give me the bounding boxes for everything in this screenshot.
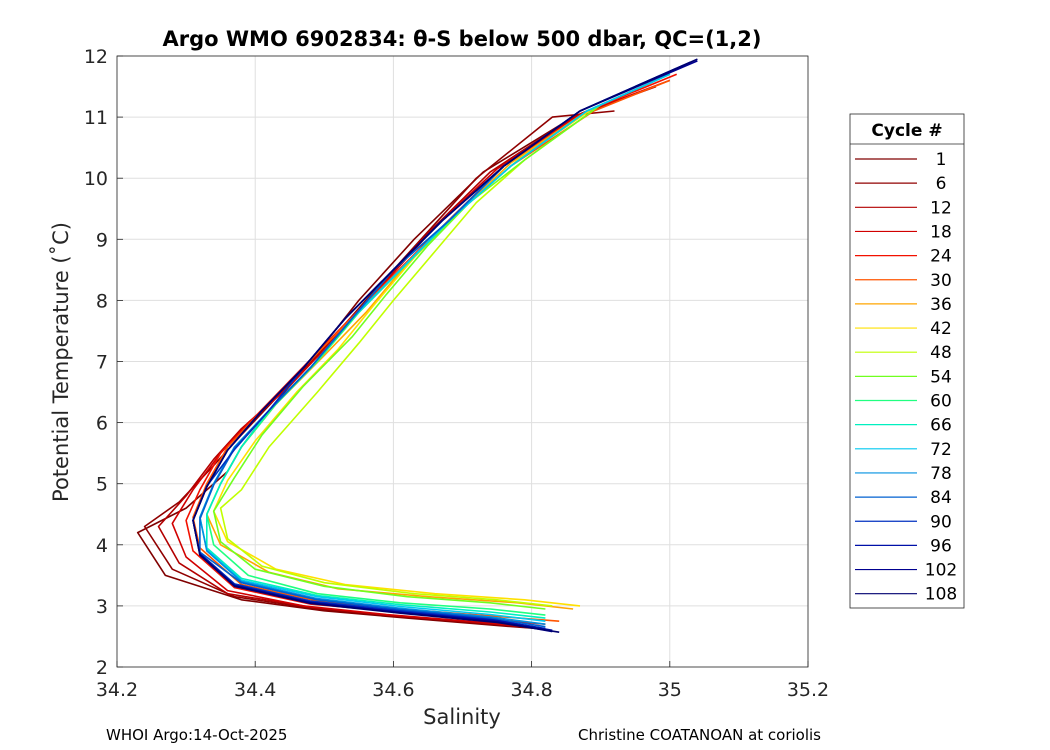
- series-line-cycle-54: [212, 104, 602, 610]
- x-tick-label: 35: [658, 679, 682, 701]
- legend: Cycle # 1 6 12 18 24 30 36 42 48 54 60 66 72 78 84 90 96…: [849, 113, 965, 609]
- y-axis: 2 3 4 5 6 7 8 9 10 11 12: [84, 46, 123, 679]
- legend-label: 54: [930, 367, 952, 387]
- y-tick-label: 3: [96, 596, 108, 618]
- legend-label: 48: [930, 343, 952, 363]
- legend-label: 24: [930, 247, 952, 267]
- y-tick-label: 12: [84, 46, 108, 68]
- y-tick-label: 9: [96, 229, 108, 251]
- x-tick-label: 35.2: [787, 679, 829, 701]
- legend-label: 6: [936, 174, 947, 194]
- x-tick-label: 34.8: [510, 679, 552, 701]
- legend-label: 102: [925, 561, 957, 581]
- legend-label: 1: [936, 150, 947, 170]
- x-axis: 34.2 34.4 34.6 34.8 35 35.2: [96, 661, 829, 701]
- x-axis-label: Salinity: [423, 705, 501, 729]
- x-tick-label: 34.2: [96, 679, 138, 701]
- legend-title: Cycle #: [871, 121, 942, 141]
- footer-left: WHOI Argo:14-Oct-2025: [106, 726, 288, 744]
- legend-label: 78: [930, 464, 952, 484]
- y-tick-label: 2: [96, 657, 108, 679]
- y-tick-label: 7: [96, 352, 108, 374]
- legend-label: 84: [930, 488, 952, 508]
- y-tick-label: 11: [84, 107, 108, 129]
- legend-label: 30: [930, 271, 952, 291]
- legend-label: 72: [930, 440, 952, 460]
- legend-box: [849, 113, 965, 609]
- legend-label: 96: [930, 536, 952, 556]
- y-tick-label: 8: [96, 290, 108, 312]
- legend-label: 66: [930, 416, 952, 436]
- series-group: [136, 58, 698, 633]
- chart-title: Argo WMO 6902834: θ-S below 500 dbar, QC…: [163, 27, 762, 51]
- y-axis-label: Potential Temperature (˚C): [49, 222, 73, 502]
- y-tick-label: 5: [96, 474, 108, 496]
- y-tick-label: 6: [96, 413, 108, 435]
- x-tick-label: 34.6: [372, 679, 414, 701]
- footer-right: Christine COATANOAN at coriolis: [578, 726, 821, 744]
- legend-items: 1 6 12 18 24 30 36 42 48 54 60 66 72 78 84 90 96 102 108: [855, 150, 957, 605]
- legend-label: 90: [930, 512, 952, 532]
- series-line-cycle-48: [219, 104, 602, 607]
- legend-label: 18: [930, 222, 952, 242]
- y-tick-label: 4: [96, 535, 108, 557]
- series-line-cycle-108: [192, 58, 698, 633]
- legend-label: 36: [930, 295, 952, 315]
- y-tick-label: 10: [84, 168, 108, 190]
- legend-label: 108: [925, 585, 957, 605]
- legend-label: 42: [930, 319, 952, 339]
- legend-label: 12: [930, 198, 952, 218]
- legend-label: 60: [930, 392, 952, 412]
- x-tick-label: 34.4: [234, 679, 276, 701]
